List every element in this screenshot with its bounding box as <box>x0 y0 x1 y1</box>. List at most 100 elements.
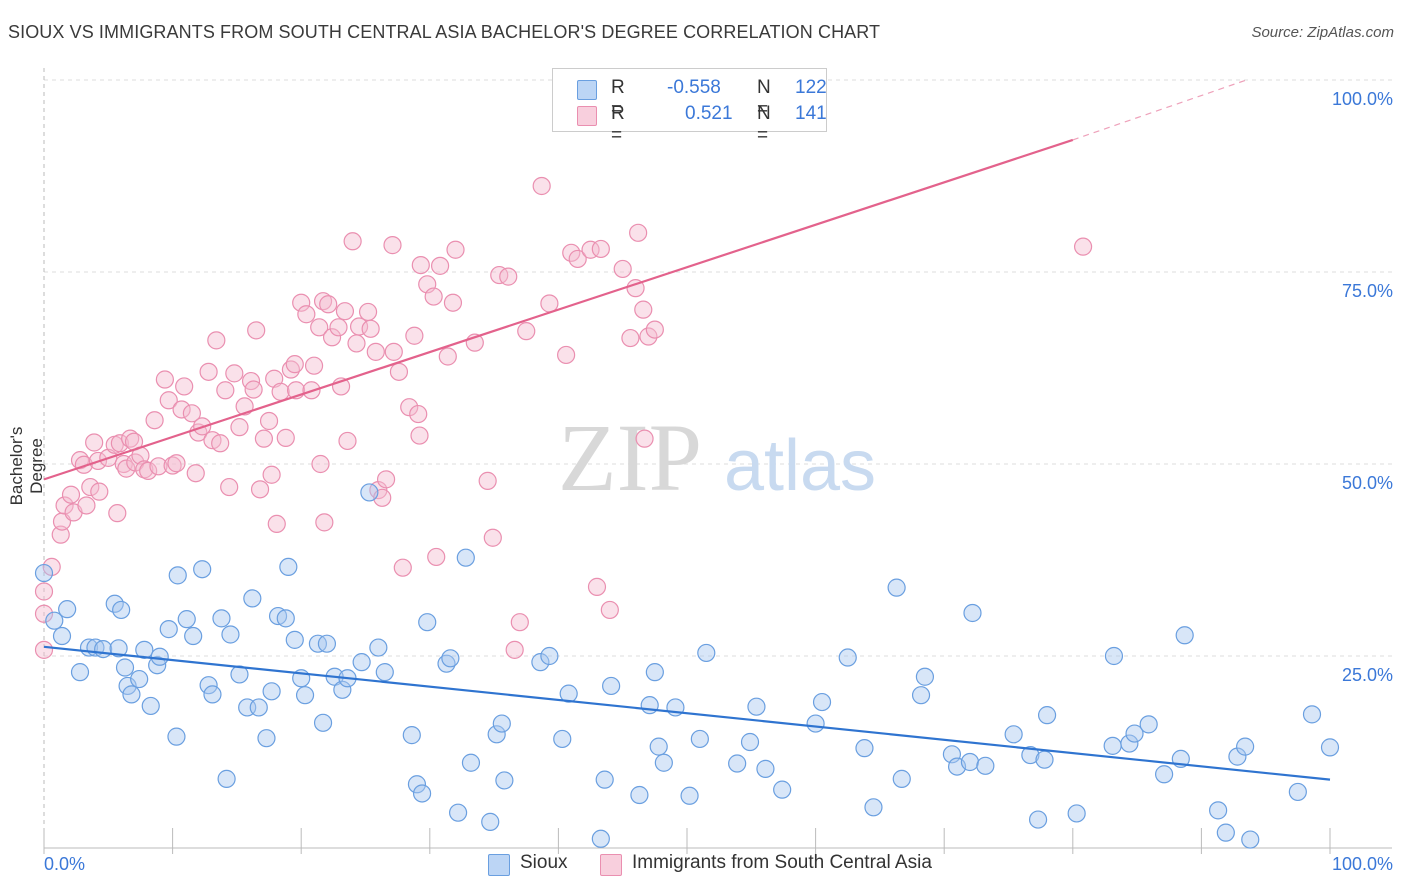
watermark: ZIP atlas <box>558 404 876 511</box>
data-point <box>81 477 100 497</box>
data-point <box>376 470 396 489</box>
legend-swatch-blue <box>577 80 597 100</box>
data-point <box>634 300 653 319</box>
data-point <box>311 454 330 474</box>
series-sioux-points <box>34 483 1340 849</box>
data-point <box>329 318 348 337</box>
data-point <box>167 727 186 746</box>
data-point <box>360 483 379 502</box>
data-point <box>310 318 329 337</box>
data-point <box>212 609 231 628</box>
data-point <box>1120 734 1139 753</box>
data-point <box>402 726 421 745</box>
legend-r-label: R = <box>611 103 625 146</box>
data-point <box>864 798 883 817</box>
data-point <box>728 754 747 773</box>
data-point <box>317 634 337 653</box>
data-point <box>182 404 201 423</box>
data-point <box>806 714 825 733</box>
data-point <box>591 239 610 259</box>
data-point <box>352 653 371 672</box>
bottom-legend-swatch-pink <box>600 854 622 876</box>
data-point <box>267 514 286 534</box>
data-point <box>418 613 437 632</box>
data-point <box>74 455 93 474</box>
data-point <box>600 600 619 620</box>
data-point <box>243 589 262 608</box>
data-point <box>225 364 244 383</box>
data-point <box>276 428 295 447</box>
data-point <box>1236 737 1255 756</box>
data-point <box>34 582 54 601</box>
data-point <box>115 658 135 677</box>
data-point <box>747 697 766 716</box>
data-point <box>1175 626 1194 645</box>
data-point <box>292 293 311 312</box>
data-point <box>697 643 716 663</box>
data-point <box>740 732 760 752</box>
data-point <box>587 577 607 596</box>
data-point <box>262 682 281 701</box>
data-point <box>257 729 276 748</box>
data-point <box>259 411 279 431</box>
legend-n-value: 141 <box>795 103 827 124</box>
data-point <box>159 620 178 639</box>
data-point <box>167 454 186 473</box>
y-tick-label: 75.0% <box>1342 281 1393 301</box>
data-point <box>1067 804 1086 823</box>
data-point <box>130 669 149 689</box>
data-point <box>499 267 518 286</box>
data-point <box>581 240 600 259</box>
y-tick-label: 25.0% <box>1342 665 1393 685</box>
legend-r-label: R = <box>611 77 625 120</box>
data-point <box>285 630 304 649</box>
data-point <box>591 829 610 848</box>
x-tick-label: 0.0% <box>44 854 85 874</box>
chart-title: SIOUX VS IMMIGRANTS FROM SOUTH CENTRAL A… <box>8 22 881 42</box>
y-axis-label: Bachelor's Degree <box>7 426 46 506</box>
data-point <box>51 525 70 544</box>
data-point <box>297 305 316 324</box>
data-point <box>211 434 230 453</box>
data-point <box>1103 736 1122 755</box>
data-point <box>319 295 338 314</box>
data-point <box>456 548 475 567</box>
data-point <box>271 382 290 401</box>
data-point <box>343 232 362 251</box>
data-point <box>193 560 212 579</box>
data-point <box>58 600 77 619</box>
data-point <box>630 785 649 805</box>
data-point <box>487 725 506 744</box>
data-point <box>150 647 169 666</box>
gridlines <box>44 79 1392 657</box>
data-point <box>333 680 352 699</box>
data-point <box>118 676 137 696</box>
legend-n-label: N = <box>757 77 771 120</box>
data-point <box>602 676 621 696</box>
data-point <box>595 770 614 789</box>
data-point <box>247 321 266 340</box>
data-point <box>1320 738 1340 757</box>
data-point <box>384 342 403 361</box>
data-point <box>175 377 194 396</box>
data-point <box>495 771 514 790</box>
data-point <box>960 752 980 772</box>
data-point <box>172 400 191 419</box>
data-point <box>654 753 673 772</box>
data-point <box>254 429 274 448</box>
data-point <box>424 287 443 306</box>
data-point <box>443 293 463 312</box>
data-point <box>85 433 104 452</box>
data-point <box>184 626 203 646</box>
data-point <box>177 610 196 629</box>
legend: R = -0.558 N = 122 R = 0.521 N = 141 <box>552 68 827 146</box>
data-point <box>1139 715 1158 734</box>
data-point <box>478 471 497 490</box>
data-point <box>112 600 131 620</box>
bottom-legend-swatch-blue <box>488 854 510 876</box>
data-point <box>427 547 446 567</box>
data-point <box>409 404 428 424</box>
data-point <box>448 803 468 822</box>
tick-labels: 25.0% 50.0% 75.0% 100.0% 0.0% 100.0% <box>44 89 1393 874</box>
data-point <box>34 640 54 659</box>
